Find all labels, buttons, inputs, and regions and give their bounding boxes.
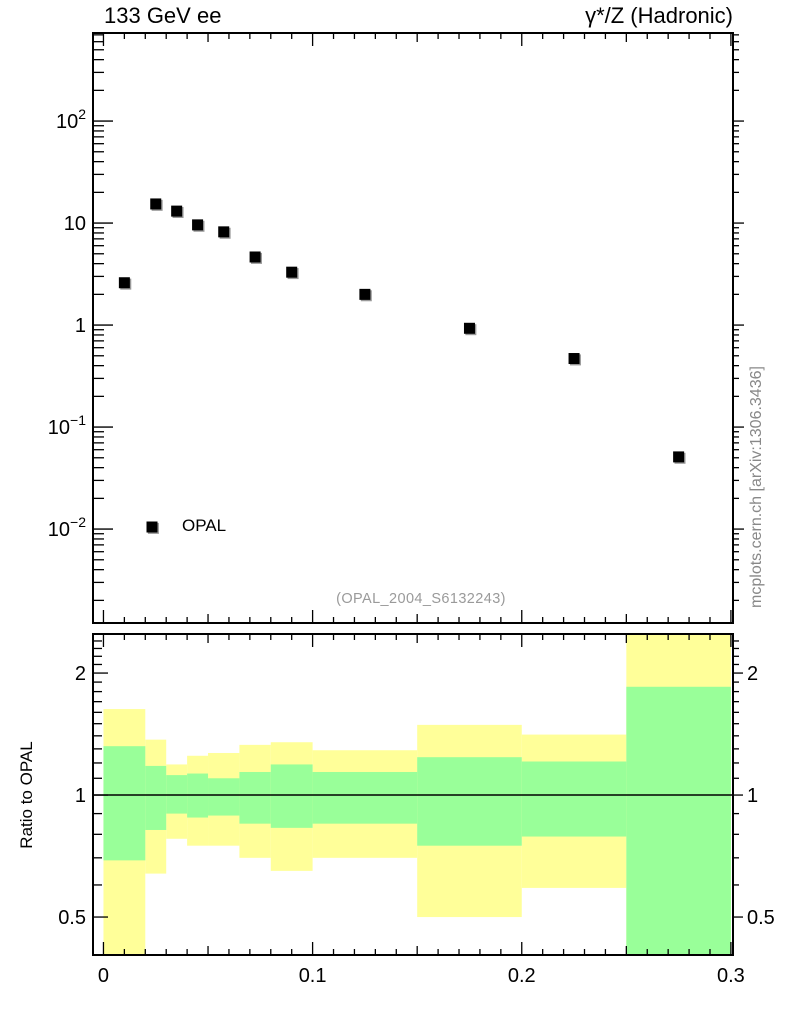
ratio-y-axis-labels: 2 2 1 1 0.5 0.5 <box>58 663 775 929</box>
svg-text:10−2: 10−2 <box>48 514 86 541</box>
svg-text:0.5: 0.5 <box>58 907 86 929</box>
data-point-marker <box>150 198 162 210</box>
svg-text:2: 2 <box>75 663 86 685</box>
legend-label-opal: OPAL <box>182 516 227 536</box>
inner-band-bin <box>208 778 240 816</box>
data-point-marker <box>673 451 685 463</box>
svg-text:0.2: 0.2 <box>508 965 536 987</box>
svg-text:1: 1 <box>747 785 758 807</box>
inner-band-bin <box>521 761 627 837</box>
inner-band-bin <box>239 771 271 824</box>
svg-text:0.3: 0.3 <box>717 965 745 987</box>
svg-text:1: 1 <box>75 315 86 337</box>
x-axis-ticks <box>102 34 732 954</box>
data-point-marker <box>359 288 371 300</box>
main-y-axis-ticks <box>94 34 744 602</box>
beam-energy-title: 133 GeV ee <box>104 3 222 28</box>
inner-band-bin <box>103 746 146 861</box>
legend-marker <box>146 521 159 534</box>
data-series-opal <box>118 198 686 464</box>
analysis-watermark: (OPAL_2004_S6132243) <box>336 591 506 607</box>
data-point-marker <box>192 219 204 231</box>
ratio-uncertainty-bands <box>103 634 731 955</box>
ratio-axis-title: Ratio to OPAL <box>17 741 36 849</box>
inner-band-bin <box>417 757 522 846</box>
data-point-marker <box>118 277 130 289</box>
data-point-marker <box>463 322 475 334</box>
data-point-marker <box>286 266 298 278</box>
main-y-axis-labels: 102 10 1 10−1 10−2 <box>48 106 86 541</box>
inner-band-bin <box>626 686 731 955</box>
svg-text:10: 10 <box>64 213 86 235</box>
svg-text:2: 2 <box>747 663 758 685</box>
svg-text:10−1: 10−1 <box>48 412 86 439</box>
inner-band-bin <box>312 771 418 824</box>
process-title: γ*/Z (Hadronic) <box>585 3 733 28</box>
data-point-marker <box>568 353 580 365</box>
svg-text:102: 102 <box>56 106 86 133</box>
svg-text:0.1: 0.1 <box>299 965 327 987</box>
data-point-marker <box>171 205 183 217</box>
svg-text:0.5: 0.5 <box>747 907 775 929</box>
inner-band-bin <box>145 765 167 830</box>
svg-text:0: 0 <box>98 965 109 987</box>
mcplots-arxiv-note: mcplots.cern.ch [arXiv:1306.3436] <box>748 366 765 608</box>
main-frame <box>92 32 734 624</box>
svg-text:1: 1 <box>75 785 86 807</box>
data-point-marker <box>218 226 230 238</box>
data-point-marker <box>249 251 261 263</box>
ratio-y-axis-ticks <box>94 640 743 918</box>
x-axis-labels: 0 0.1 0.2 0.3 <box>98 965 745 987</box>
inner-band-bin <box>270 764 313 828</box>
